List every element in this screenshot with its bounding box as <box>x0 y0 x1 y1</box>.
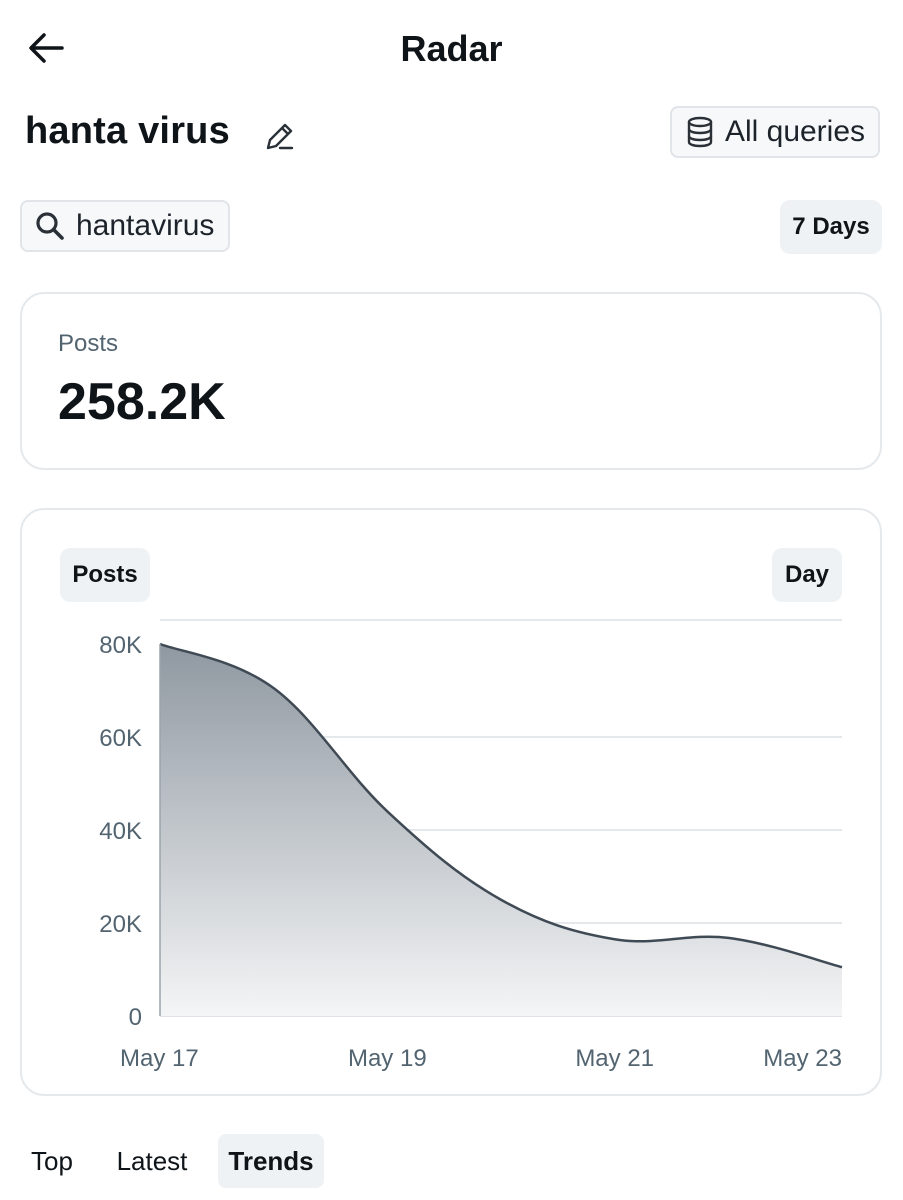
tab-latest[interactable]: Latest <box>116 1145 188 1176</box>
x-tick-label: May 17 <box>120 1045 199 1072</box>
y-tick-label: 20K <box>99 911 142 938</box>
x-tick-label: May 19 <box>348 1045 427 1072</box>
search-term: hantavirus <box>76 209 215 242</box>
y-tick-label: 0 <box>129 1004 142 1031</box>
all-queries-button[interactable]: All queries <box>670 106 880 158</box>
arrow-left-icon <box>29 33 64 63</box>
posts-area-fill <box>160 644 842 1016</box>
tab-trends[interactable]: Trends <box>218 1134 324 1188</box>
y-tick-label: 80K <box>99 632 142 659</box>
all-queries-label: All queries <box>724 115 866 148</box>
date-range-button[interactable]: 7 Days <box>780 200 882 254</box>
posts-summary-value: 258.2K <box>58 373 226 431</box>
interval-selector-button[interactable]: Day <box>772 548 842 602</box>
trend-chart-card <box>20 508 882 1096</box>
x-tick-label: May 23 <box>763 1045 842 1072</box>
posts-summary-card <box>20 292 882 470</box>
tab-top[interactable]: Top <box>31 1145 73 1176</box>
posts-series-line <box>159 642 843 969</box>
metric-selector-button[interactable]: Posts <box>60 548 150 602</box>
page-title: Radar <box>400 28 503 69</box>
posts-summary-label: Posts <box>58 330 119 357</box>
search-term-chip[interactable]: hantavirus <box>20 200 230 252</box>
pencil-icon <box>266 123 294 150</box>
edit-query-button[interactable] <box>258 114 302 158</box>
back-button[interactable] <box>20 22 72 74</box>
query-title: hanta virus <box>25 110 230 152</box>
y-tick-label: 60K <box>99 725 142 752</box>
y-tick-label: 40K <box>99 818 142 845</box>
search-icon <box>36 212 64 240</box>
database-icon <box>687 116 713 148</box>
x-tick-label: May 21 <box>575 1045 654 1072</box>
